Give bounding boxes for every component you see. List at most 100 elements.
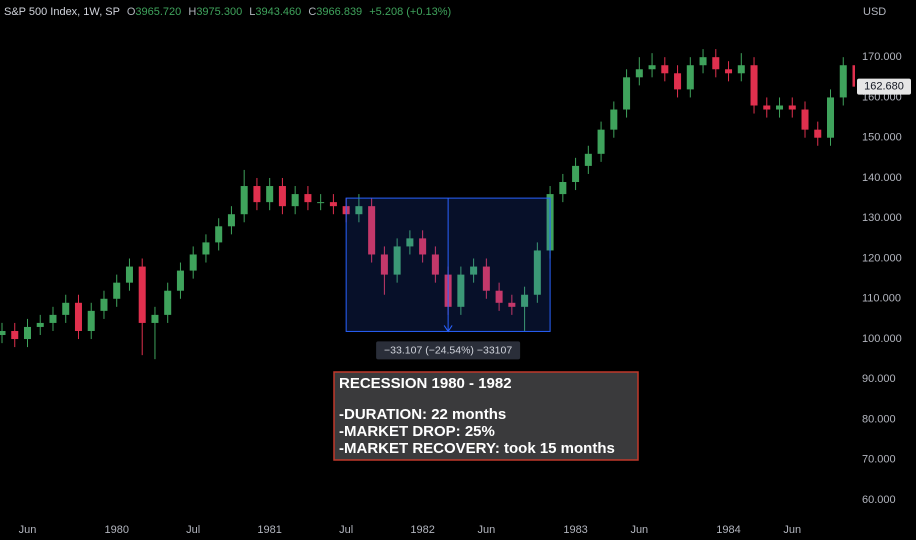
y-tick-label: 130.000	[862, 212, 902, 224]
candle-body	[87, 310, 95, 331]
last-price-label: 162.680	[864, 81, 904, 93]
y-tick-label: 140.000	[862, 172, 902, 184]
candle-body	[317, 202, 325, 204]
candle-body	[62, 302, 70, 315]
candle-body	[508, 302, 516, 307]
measure-arrowhead	[443, 325, 453, 333]
x-tick-label: Jun	[630, 524, 648, 536]
candle-body	[750, 65, 758, 106]
candle-body	[533, 250, 541, 295]
ohlc-key: H	[188, 6, 196, 18]
change: +5.208 (+0.13%)	[369, 6, 451, 18]
candle-body	[597, 129, 605, 154]
annotation-box: RECESSION 1980 - 1982 -DURATION: 22 mont…	[333, 371, 639, 461]
candle-body	[610, 109, 618, 130]
header: S&P 500 Index, 1W, SP O3965.720 H3975.30…	[4, 6, 451, 18]
candle-body	[125, 266, 133, 283]
x-tick-label: Jun	[477, 524, 495, 536]
measure-label-bg	[376, 341, 521, 360]
x-tick-label: Jul	[339, 524, 353, 536]
candle-body	[521, 294, 529, 307]
candle-body	[0, 330, 6, 336]
annotation-line: -DURATION: 22 months	[339, 406, 506, 423]
candle-body	[495, 290, 503, 303]
x-tick-label: 1981	[257, 524, 281, 536]
x-tick-label: Jul	[186, 524, 200, 536]
candle-body	[623, 77, 631, 110]
y-tick-label: 120.000	[862, 252, 902, 264]
candle-body	[482, 266, 490, 291]
currency: USD	[863, 6, 886, 18]
x-tick-label: Jun	[19, 524, 37, 536]
candle-body	[431, 254, 439, 275]
candle-body	[559, 182, 567, 195]
candle-body	[457, 274, 465, 307]
plot-area	[0, 49, 855, 360]
y-tick-label: 110.000	[862, 293, 901, 305]
y-tick-label: 170.000	[862, 51, 902, 63]
x-tick-label: 1983	[563, 524, 587, 536]
candle-body	[839, 65, 847, 98]
candle-body	[176, 270, 184, 291]
x-tick-label: 1984	[716, 524, 740, 536]
candle-body	[419, 238, 427, 255]
candle-body	[725, 69, 733, 74]
y-tick-label: 150.000	[862, 132, 902, 144]
candle-body	[406, 238, 414, 247]
candle-body	[36, 322, 44, 327]
x-tick-label: Jun	[783, 524, 801, 536]
candle-body	[674, 73, 682, 90]
candle-body	[737, 65, 745, 74]
candle-body	[74, 302, 82, 331]
y-tick-label: 90.000	[862, 373, 896, 385]
candle-body	[788, 105, 796, 110]
y-tick-label: 60.000	[862, 494, 896, 506]
candle-body	[572, 165, 580, 183]
candle-body	[240, 186, 248, 215]
ohlc-key: O	[127, 6, 136, 18]
candle-body	[355, 206, 363, 215]
y-tick-label: 100.000	[862, 333, 902, 345]
measure-tool: −33.107 (−24.54%) −33107	[345, 197, 551, 360]
ohlc-value: 3965.720	[135, 6, 181, 18]
candle-body	[291, 194, 299, 207]
candle-body	[699, 57, 707, 66]
candle-body	[329, 202, 337, 207]
candle-body	[470, 266, 478, 275]
candle-body	[202, 242, 210, 255]
candle-body	[253, 186, 261, 203]
ohlc-value: 3975.300	[196, 6, 242, 18]
candle-body	[113, 282, 121, 299]
candle-body	[661, 65, 669, 74]
y-tick-label: 80.000	[862, 413, 896, 425]
x-tick-label: 1980	[104, 524, 128, 536]
candle-body	[801, 109, 809, 130]
x-tick-label: 1982	[410, 524, 434, 536]
candle-body	[138, 266, 146, 323]
candle-body	[393, 246, 401, 275]
ohlc-value: 3966.839	[316, 6, 362, 18]
measure-label: −33.107 (−24.54%) −33107	[384, 345, 512, 357]
candle-body	[827, 97, 835, 138]
candle-body	[189, 254, 197, 271]
candle-body	[151, 314, 159, 323]
candle-body	[215, 226, 223, 243]
candle-body	[100, 298, 108, 311]
ohlc-value: 3943.460	[255, 6, 301, 18]
ohlc-key: C	[308, 6, 316, 18]
candle-body	[278, 186, 286, 207]
candle-body	[776, 105, 784, 110]
candle-body	[304, 194, 312, 203]
candle-body	[635, 69, 643, 78]
y-tick-label: 70.000	[862, 454, 896, 466]
candle-body	[814, 129, 822, 138]
candle-body	[686, 65, 694, 90]
ohlc-key: L	[249, 6, 255, 18]
candle-body	[266, 186, 274, 203]
candle-body	[49, 314, 57, 323]
candle-body	[380, 254, 388, 275]
candle-body	[227, 214, 235, 227]
annotation-line: -MARKET RECOVERY: took 15 months	[339, 440, 615, 457]
symbol: S&P 500 Index, 1W, SP	[4, 6, 120, 18]
